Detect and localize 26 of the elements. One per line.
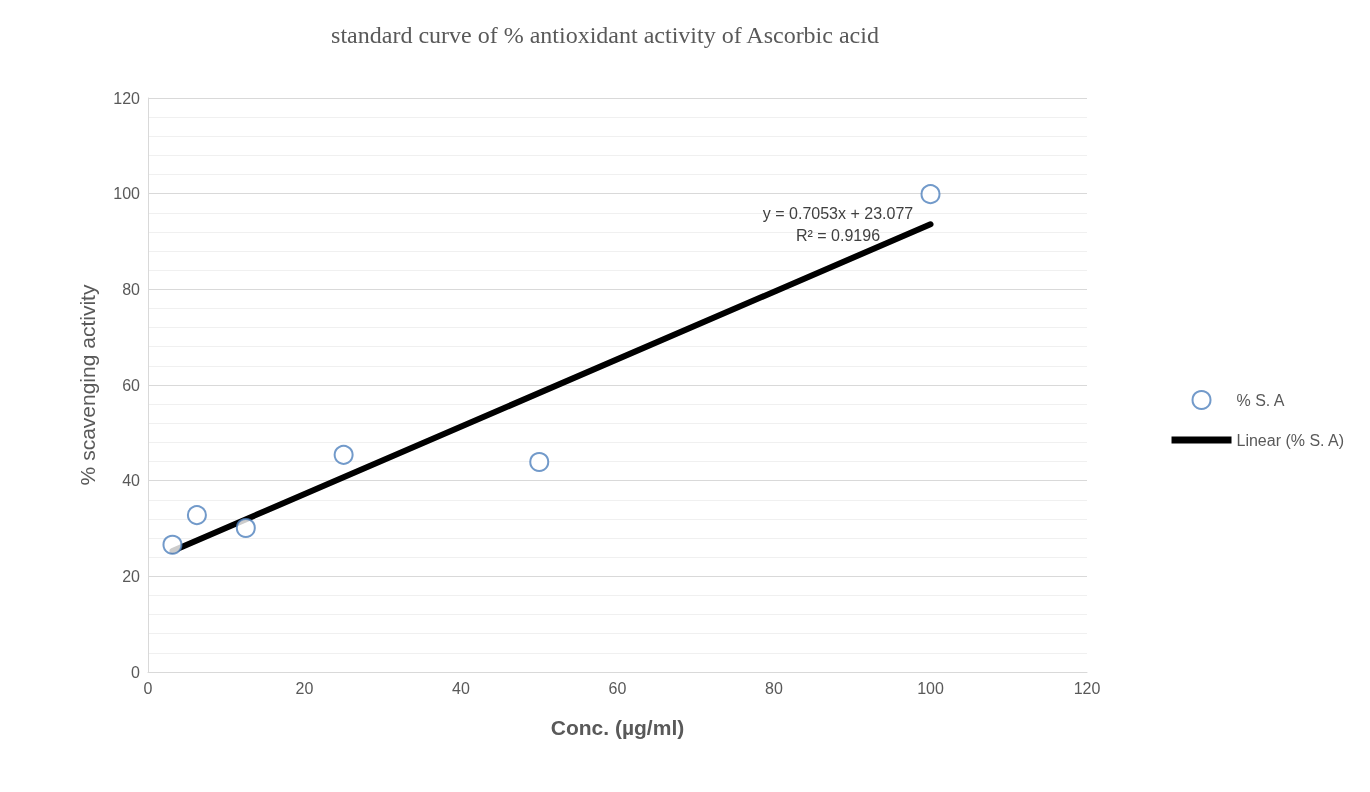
legend-label: Linear (% S. A) (1236, 431, 1345, 449)
y-tick-label: 40 (122, 472, 141, 490)
x-tick-label: 80 (765, 679, 783, 697)
y-tick-label: 120 (113, 89, 141, 107)
y-tick-label: 60 (122, 376, 141, 394)
legend-label: % S. A (1236, 391, 1285, 409)
x-tick-label: 0 (143, 679, 153, 697)
x-tick-label: 40 (452, 679, 470, 697)
y-tick-label: 0 (131, 663, 141, 681)
point (920, 184, 941, 205)
x-tick-label: 120 (1073, 679, 1101, 697)
point (529, 452, 550, 473)
y-tick-label: 100 (113, 185, 141, 203)
annotation: y = 0.7053x + 23.077 R² = 0.9196 (762, 204, 914, 244)
x-tick-label: 60 (608, 679, 627, 697)
point (162, 534, 183, 555)
chart-title: standard curve of % antioxidant activity of Ascorbic acid (331, 22, 879, 48)
y-tick-label: 80 (122, 280, 141, 298)
x-axis-title: Conc. (µg/ml) (550, 716, 685, 739)
x-tick-label: 100 (917, 679, 944, 697)
point (235, 518, 256, 539)
point (186, 505, 207, 526)
x-tick-label: 20 (295, 679, 314, 697)
point (333, 444, 354, 465)
y-axis-title: % scavenging activity (76, 284, 99, 486)
y-tick-label: 20 (122, 567, 141, 585)
